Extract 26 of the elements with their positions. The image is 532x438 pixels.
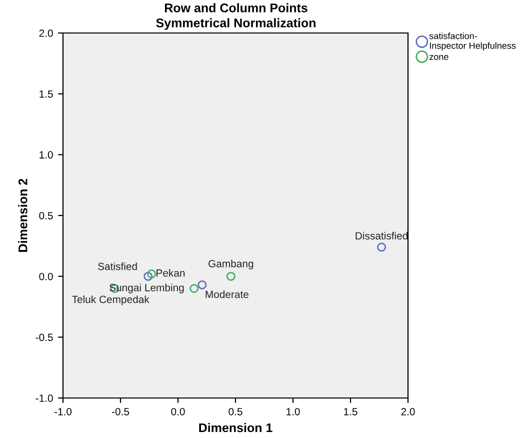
annotation: Gambang bbox=[208, 260, 254, 270]
x-tick-label: 1.0 bbox=[286, 408, 300, 416]
annotation: Satisfied bbox=[98, 262, 137, 270]
y-tick-label: 1.0 bbox=[40, 151, 53, 159]
y-tick-label: -0.5 bbox=[36, 334, 53, 342]
y-tick-label: 2.0 bbox=[39, 30, 53, 37]
y-tick-label: 0.0 bbox=[39, 272, 53, 280]
x-axis-title: Dimension 1 bbox=[199, 422, 272, 432]
x-tick-label: 0.0 bbox=[171, 408, 185, 416]
legend-label: satisfaction-Inspector Helpfulness bbox=[429, 32, 516, 51]
chart-subtitle: Symmetrical Normalization bbox=[156, 18, 316, 30]
annotation: Dissatisfied bbox=[356, 232, 408, 240]
x-tick-label: -1.0 bbox=[54, 408, 72, 416]
x-tick-label: 0.5 bbox=[228, 408, 242, 416]
x-tick-label: -0.5 bbox=[112, 408, 130, 416]
annotation: Teluk Cempedak bbox=[72, 295, 150, 306]
y-tick-label: 1.5 bbox=[40, 90, 53, 98]
y-tick-label: 0.5 bbox=[39, 212, 53, 220]
legend-label: zone bbox=[430, 55, 448, 60]
x-tick-label: 2.0 bbox=[401, 408, 415, 416]
y-tick-label: -1.0 bbox=[36, 394, 53, 402]
chart-title: Row and Column Points bbox=[164, 3, 308, 12]
annotation: Moderate bbox=[206, 290, 248, 298]
annotation: Pekan bbox=[156, 269, 185, 277]
y-axis-title: Dimension 2 bbox=[18, 178, 28, 252]
x-tick-label: 1.5 bbox=[344, 408, 358, 416]
